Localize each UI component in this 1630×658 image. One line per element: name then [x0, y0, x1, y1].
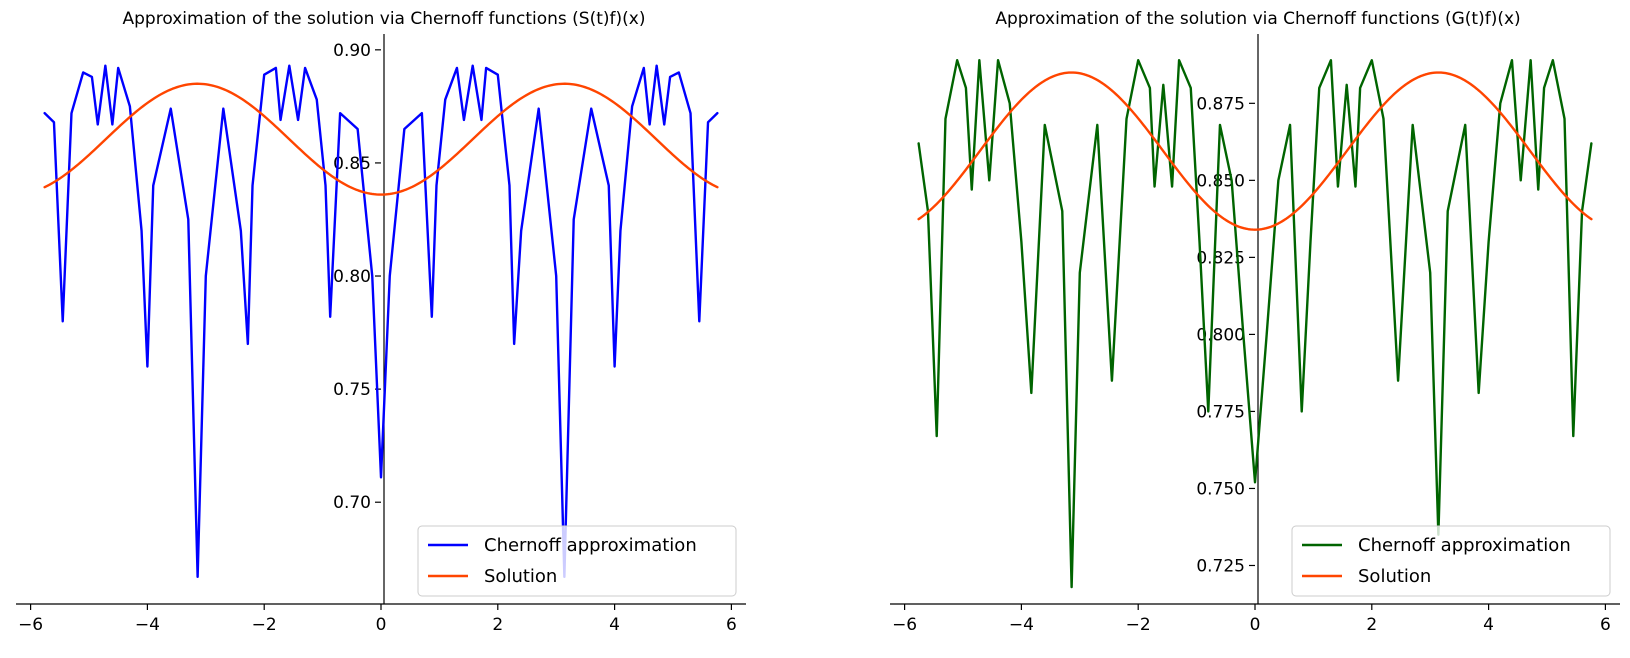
chart-right-xtick-label-0: −6: [892, 615, 917, 635]
chart-right-xtick-label-4: 2: [1366, 615, 1377, 635]
chart-left-xtick-label-1: −4: [135, 615, 160, 635]
chart-left-solution-line: [43, 82, 719, 196]
chart-right-ytick-label-1: 0.750: [1196, 479, 1245, 499]
chart-right-ytick-label-5: 0.850: [1196, 171, 1245, 191]
chart-left-xtick-label-5: 4: [609, 615, 620, 635]
chart-left-ticks: −6 −4 −2 0 2 4 60.700.750.800.850.90: [18, 41, 737, 635]
chart-right-title: Approximation of the solution via Cherno…: [995, 9, 1520, 29]
chart-right-legend-label-approx: Chernoff approximation: [1358, 535, 1571, 556]
chart-left-xtick-label-6: 6: [726, 615, 737, 635]
chart-left-xtick-label-2: −2: [252, 615, 277, 635]
chart-right-legend-label-solution: Solution: [1358, 566, 1431, 587]
chart-right: Approximation of the solution via Cherno…: [890, 9, 1620, 635]
chart-right-xtick-label-3: 0: [1250, 615, 1261, 635]
chart-right-chernoff-approximation-line: [917, 58, 1593, 589]
chart-right-series: [917, 58, 1593, 589]
chart-left-ytick-label-0: 0.70: [333, 493, 371, 513]
chart-left-xtick-label-3: 0: [376, 615, 387, 635]
chart-left-ytick-label-2: 0.80: [333, 267, 371, 287]
chart-left-ytick-label-4: 0.90: [333, 41, 371, 61]
chart-left-legend-box: [417, 525, 737, 597]
chart-right-ytick-label-4: 0.825: [1196, 248, 1245, 268]
chart-left-series: [43, 64, 719, 579]
chart-right-xtick-label-6: 6: [1600, 615, 1611, 635]
chart-left-legend: Chernoff approximation Solution: [417, 525, 737, 597]
chart-right-legend-box: [1291, 525, 1611, 597]
chart-right-ytick-label-0: 0.725: [1196, 556, 1245, 576]
chart-right-xtick-label-5: 4: [1483, 615, 1494, 635]
chart-left-legend-label-approx: Chernoff approximation: [484, 535, 697, 556]
chart-left: Approximation of the solution via Cherno…: [16, 9, 746, 635]
chart-left-chernoff-approximation-line: [43, 64, 719, 579]
chart-right-legend: Chernoff approximation Solution: [1291, 525, 1611, 597]
chart-right-xtick-label-2: −2: [1126, 615, 1151, 635]
chart-left-xtick-label-4: 2: [492, 615, 503, 635]
chart-left-ytick-label-1: 0.75: [333, 380, 371, 400]
chart-right-ytick-label-6: 0.875: [1196, 94, 1245, 114]
chart-right-ytick-label-3: 0.800: [1196, 325, 1245, 345]
chart-left-title: Approximation of the solution via Cherno…: [123, 9, 646, 29]
chart-right-solution-line: [917, 71, 1593, 231]
chart-right-ytick-label-2: 0.775: [1196, 402, 1245, 422]
chart-left-legend-label-solution: Solution: [484, 566, 557, 587]
chart-left-xtick-label-0: −6: [18, 615, 43, 635]
chart-right-xtick-label-1: −4: [1009, 615, 1034, 635]
